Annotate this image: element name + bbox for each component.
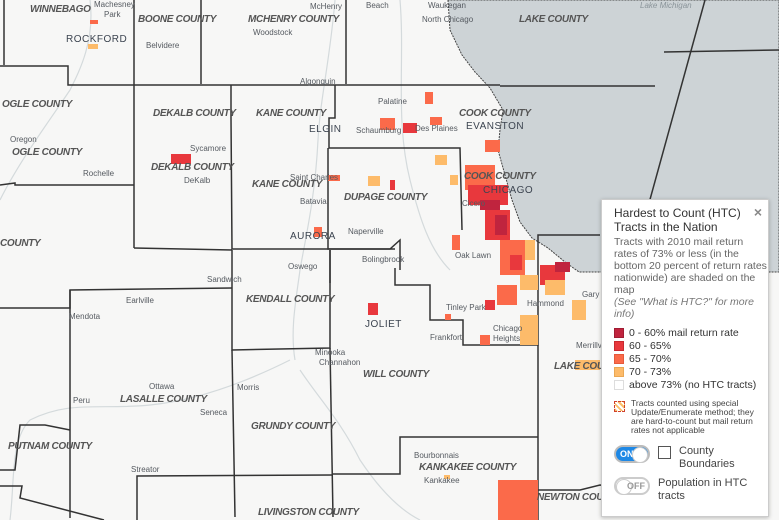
population-label: Population in HTC tracts: [658, 477, 748, 502]
legend-item: 60 - 65%: [614, 339, 768, 352]
close-icon[interactable]: ×: [753, 204, 762, 220]
toggle-knob: [616, 479, 632, 495]
legend-item: 65 - 70%: [614, 352, 768, 365]
legend-item-label: 65 - 70%: [629, 352, 672, 365]
legend-item-label: 60 - 65%: [629, 339, 672, 352]
county-boundaries-checkbox[interactable]: [658, 446, 671, 459]
toggle-knob: [632, 447, 648, 463]
legend-item: 0 - 60% mail return rate: [614, 326, 768, 339]
legend-item-label: 70 - 73%: [629, 365, 672, 378]
htc-tracts: [88, 20, 600, 520]
special-method-text: Tracts counted using special Update/Enum…: [631, 398, 754, 435]
population-toggle[interactable]: OFF: [614, 477, 650, 495]
swatch-70-73: [614, 366, 624, 377]
hatched-swatch-icon: [614, 401, 625, 412]
legend-item: 70 - 73%: [614, 365, 768, 378]
toggle-state: ON: [620, 449, 634, 459]
swatch-0-60: [614, 327, 624, 338]
swatch-60-65: [614, 340, 624, 351]
toggle-state: OFF: [627, 481, 645, 491]
legend-items: 0 - 60% mail return rate 60 - 65% 65 - 7…: [614, 326, 768, 391]
county-boundaries-row: ON County Boundaries: [614, 445, 768, 471]
special-method-note: Tracts counted using special Update/Enum…: [614, 399, 768, 435]
legend-title: Hardest to Count (HTC) Tracts in the Nat…: [614, 206, 741, 234]
swatch-65-70: [614, 353, 624, 364]
legend-item: above 73% (no HTC tracts): [614, 378, 768, 391]
legend-description: Tracts with 2010 mail return rates of 73…: [614, 236, 767, 296]
htc-legend-panel: × Hardest to Count (HTC) Tracts in the N…: [601, 199, 769, 517]
population-row: OFF Population in HTC tracts: [614, 477, 768, 503]
county-boundaries-toggle[interactable]: ON: [614, 445, 650, 463]
legend-item-label: 0 - 60% mail return rate: [629, 326, 739, 339]
legend-item-label: above 73% (no HTC tracts): [629, 378, 757, 391]
county-boundaries-label: County Boundaries: [679, 445, 735, 470]
rivers: [0, 0, 451, 520]
swatch-above-73: [614, 379, 624, 390]
legend-note[interactable]: (See "What is HTC?" for more info): [614, 296, 754, 320]
